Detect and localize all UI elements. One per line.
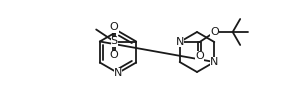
Text: O: O bbox=[110, 51, 119, 61]
Text: O: O bbox=[195, 51, 204, 61]
Text: O: O bbox=[110, 22, 119, 32]
Text: N: N bbox=[114, 68, 122, 78]
Text: S: S bbox=[111, 37, 118, 46]
Text: O: O bbox=[210, 27, 219, 37]
Text: N: N bbox=[175, 37, 184, 47]
Text: N: N bbox=[210, 57, 218, 67]
